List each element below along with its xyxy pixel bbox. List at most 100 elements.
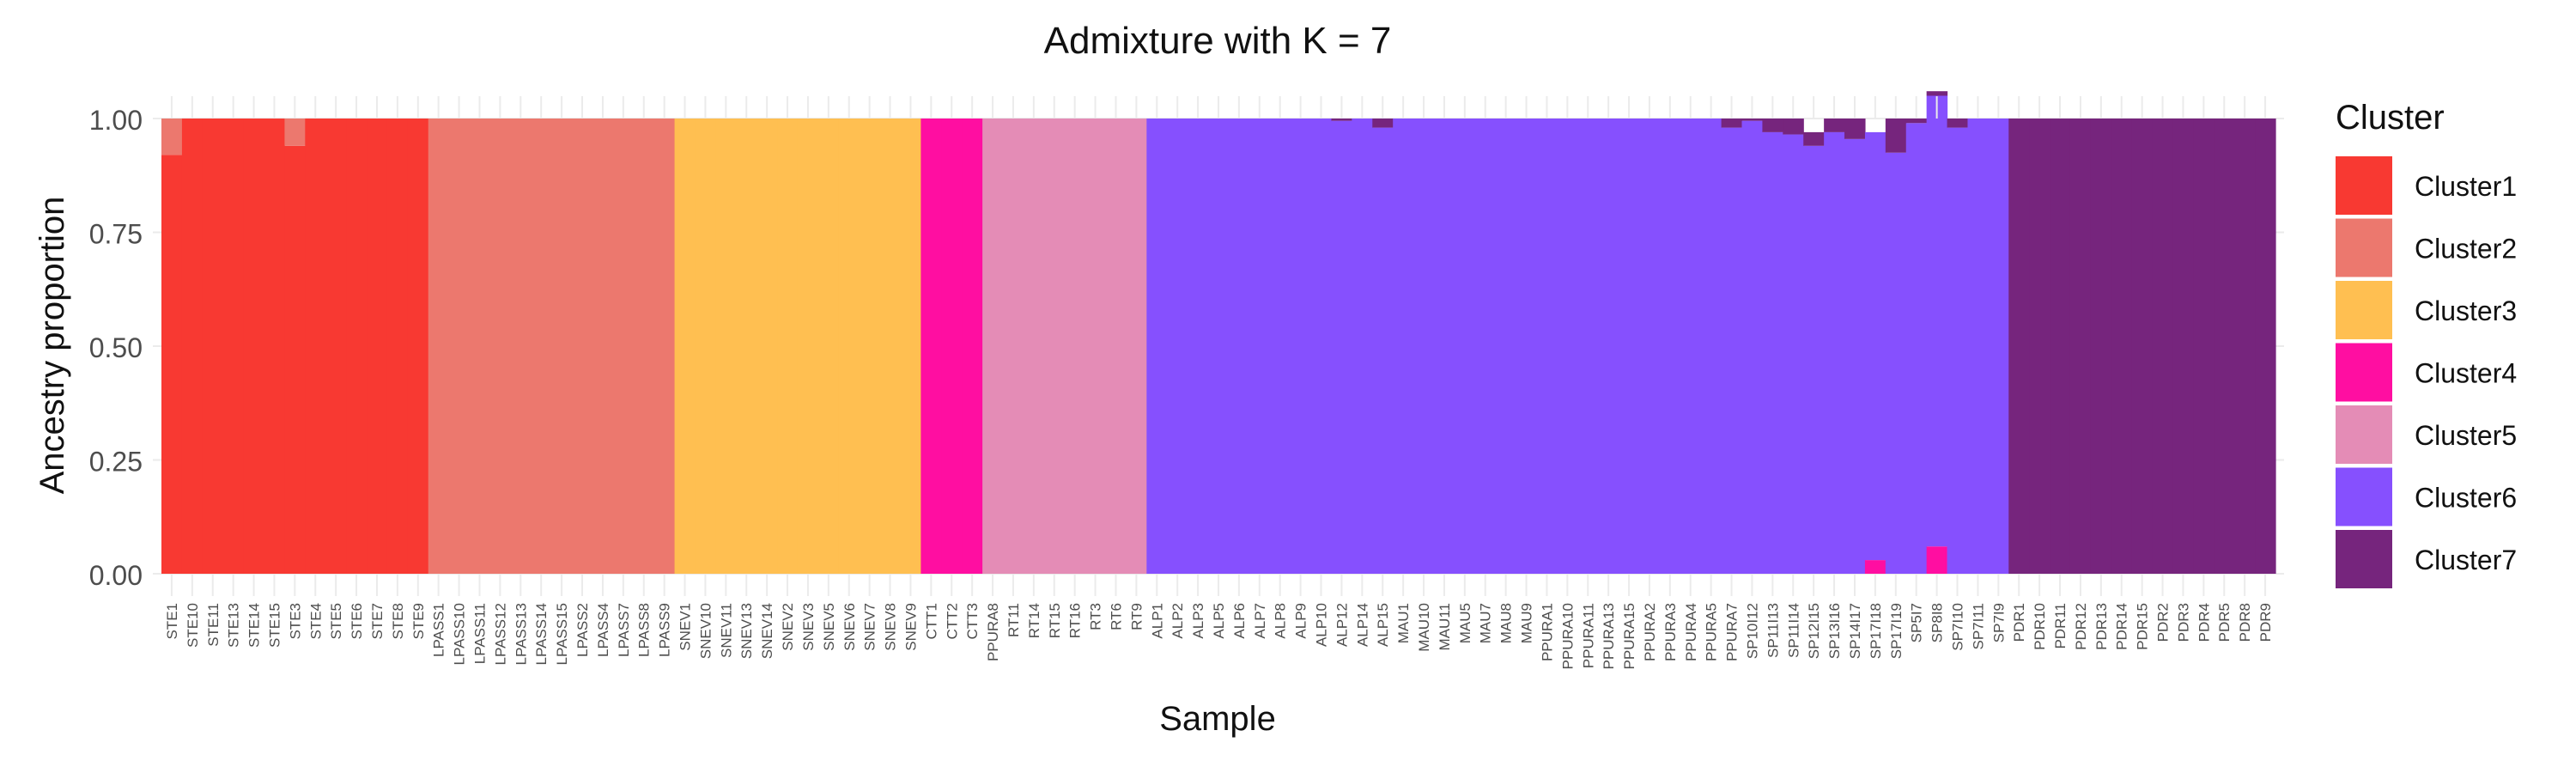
bar-segment-cluster6: [1680, 119, 1702, 574]
x-tick-label: LPASS12: [492, 603, 508, 665]
bar-segment-cluster3: [901, 119, 922, 574]
bar-segment-cluster6: [1906, 123, 1928, 574]
bar-segment-cluster2: [470, 119, 491, 574]
x-tick-label: RT6: [1108, 603, 1124, 630]
bar-segment-cluster6: [1927, 96, 1948, 547]
bar-segment-cluster6: [1270, 119, 1291, 574]
x-tick-label: SP5I7: [1909, 603, 1925, 642]
bar-segment-cluster5: [1085, 119, 1107, 574]
x-tick-label: SP7I9: [1990, 603, 2007, 642]
x-tick-label: ALP1: [1149, 603, 1165, 639]
bar-segment-cluster2: [510, 119, 532, 574]
x-tick-label: PPURA10: [1559, 603, 1576, 669]
y-tick-label: 1.00: [89, 105, 143, 136]
bars: [161, 91, 2276, 574]
bar-segment-cluster2: [489, 119, 511, 574]
bar-segment-cluster6: [1947, 128, 1969, 574]
bar-segment-cluster4: [920, 119, 942, 574]
bar-segment-cluster6: [1249, 119, 1271, 574]
bar-segment-cluster6: [1455, 119, 1476, 574]
x-tick-label: STE4: [307, 603, 324, 640]
x-tick-label: STE1: [164, 603, 180, 640]
bar-segment-cluster1: [305, 119, 326, 574]
y-tick-label: 0.75: [89, 219, 143, 250]
bar-segment-cluster5: [1024, 119, 1045, 574]
bar-segment-cluster7: [2214, 119, 2235, 574]
x-tick-label: PPURA13: [1601, 603, 1617, 669]
bar-segment-cluster7: [2008, 119, 2030, 574]
bar-segment-cluster5: [1126, 119, 1147, 574]
bar-segment-cluster3: [798, 119, 819, 574]
bar-segment-cluster7: [1762, 119, 1783, 132]
x-tick-label: PDR3: [2175, 603, 2191, 642]
x-tick-labels: STE1 STE10 STE11 STE13 STE14 STE15 STE3 STE4 STE…: [164, 603, 2274, 669]
bar-segment-cluster6: [1537, 119, 1558, 574]
x-tick-label: SP17I19: [1888, 603, 1905, 659]
bar-segment-cluster6: [1413, 119, 1435, 574]
bar-segment-cluster7: [2132, 119, 2154, 574]
bar-segment-cluster6: [1516, 119, 1538, 574]
x-tick-label: SNEV6: [841, 603, 858, 651]
legend-label-cluster7: Cluster7: [2415, 545, 2517, 575]
legend-label-cluster2: Cluster2: [2415, 234, 2517, 265]
x-tick-label: ALP10: [1314, 603, 1330, 647]
x-tick-label: PDR11: [2052, 603, 2069, 649]
bar-segment-cluster2: [572, 119, 593, 574]
bar-segment-cluster1: [223, 119, 245, 574]
x-tick-label: SNEV7: [862, 603, 878, 651]
bar-segment-cluster7: [2091, 119, 2112, 574]
x-tick-label: LPASS1: [431, 603, 447, 657]
bar-segment-cluster6: [1188, 119, 1209, 574]
x-tick-label: STE7: [369, 603, 386, 640]
bar-segment-cluster2: [531, 119, 552, 574]
x-tick-label: SNEV2: [780, 603, 796, 651]
bar-segment-cluster6: [1311, 119, 1333, 574]
legend-key-cluster1: [2336, 156, 2392, 215]
bar-segment-cluster6: [1291, 119, 1312, 574]
bar-segment-cluster1: [264, 119, 286, 574]
y-axis-label: Ancestry proportion: [33, 197, 71, 495]
bar-segment-cluster6: [1824, 132, 1845, 574]
bar-segment-cluster5: [1003, 119, 1024, 574]
bar-segment-cluster4: [941, 119, 963, 574]
x-tick-label: LPASS14: [533, 603, 550, 665]
legend-label-cluster4: Cluster4: [2415, 358, 2517, 389]
x-tick-label: MAU1: [1395, 603, 1412, 643]
bar-segment-cluster1: [346, 119, 368, 574]
bar-segment-cluster7: [2111, 119, 2133, 574]
bar-segment-cluster6: [1803, 146, 1825, 574]
x-tick-label: STE3: [287, 603, 303, 640]
bar-segment-cluster7: [1844, 119, 1866, 139]
bar-segment-cluster6: [1434, 119, 1455, 574]
bar-segment-cluster7: [1906, 119, 1928, 123]
bar-segment-cluster7: [2029, 119, 2050, 574]
bar-segment-cluster6: [1660, 119, 1681, 574]
legend-key-cluster2: [2336, 219, 2392, 277]
legend: Cluster Cluster1Cluster2Cluster3Cluster4…: [2336, 99, 2517, 588]
x-tick-label: MAU11: [1437, 603, 1453, 650]
x-tick-label: SNEV8: [883, 603, 899, 651]
y-tick-label: 0.00: [89, 560, 143, 591]
x-tick-label: SP11I14: [1785, 603, 1801, 658]
x-tick-label: PDR12: [2073, 603, 2089, 650]
bar-segment-cluster7: [2153, 119, 2174, 574]
x-tick-label: PDR4: [2196, 603, 2212, 642]
bar-segment-cluster2: [449, 119, 471, 574]
x-tick-label: SP8I8: [1929, 603, 1946, 642]
bar-segment-cluster6: [1865, 132, 1886, 560]
bar-segment-cluster6: [1496, 119, 1517, 574]
x-tick-label: SP12I15: [1806, 603, 1822, 659]
bar-segment-cluster7: [2255, 119, 2276, 574]
x-tick-label: STE8: [390, 603, 406, 640]
legend-label-cluster3: Cluster3: [2415, 295, 2517, 326]
x-tick-label: SNEV5: [821, 603, 837, 651]
bar-segment-cluster4: [1927, 546, 1948, 574]
bar-segment-cluster2: [551, 119, 573, 574]
bar-segment-cluster6: [1619, 119, 1640, 574]
bar-segment-cluster6: [1372, 128, 1394, 574]
bar-segment-cluster3: [675, 119, 696, 574]
bar-segment-cluster6: [1557, 119, 1578, 574]
bar-segment-cluster1: [325, 119, 347, 574]
chart-title: Admixture with K = 7: [1044, 20, 1392, 62]
